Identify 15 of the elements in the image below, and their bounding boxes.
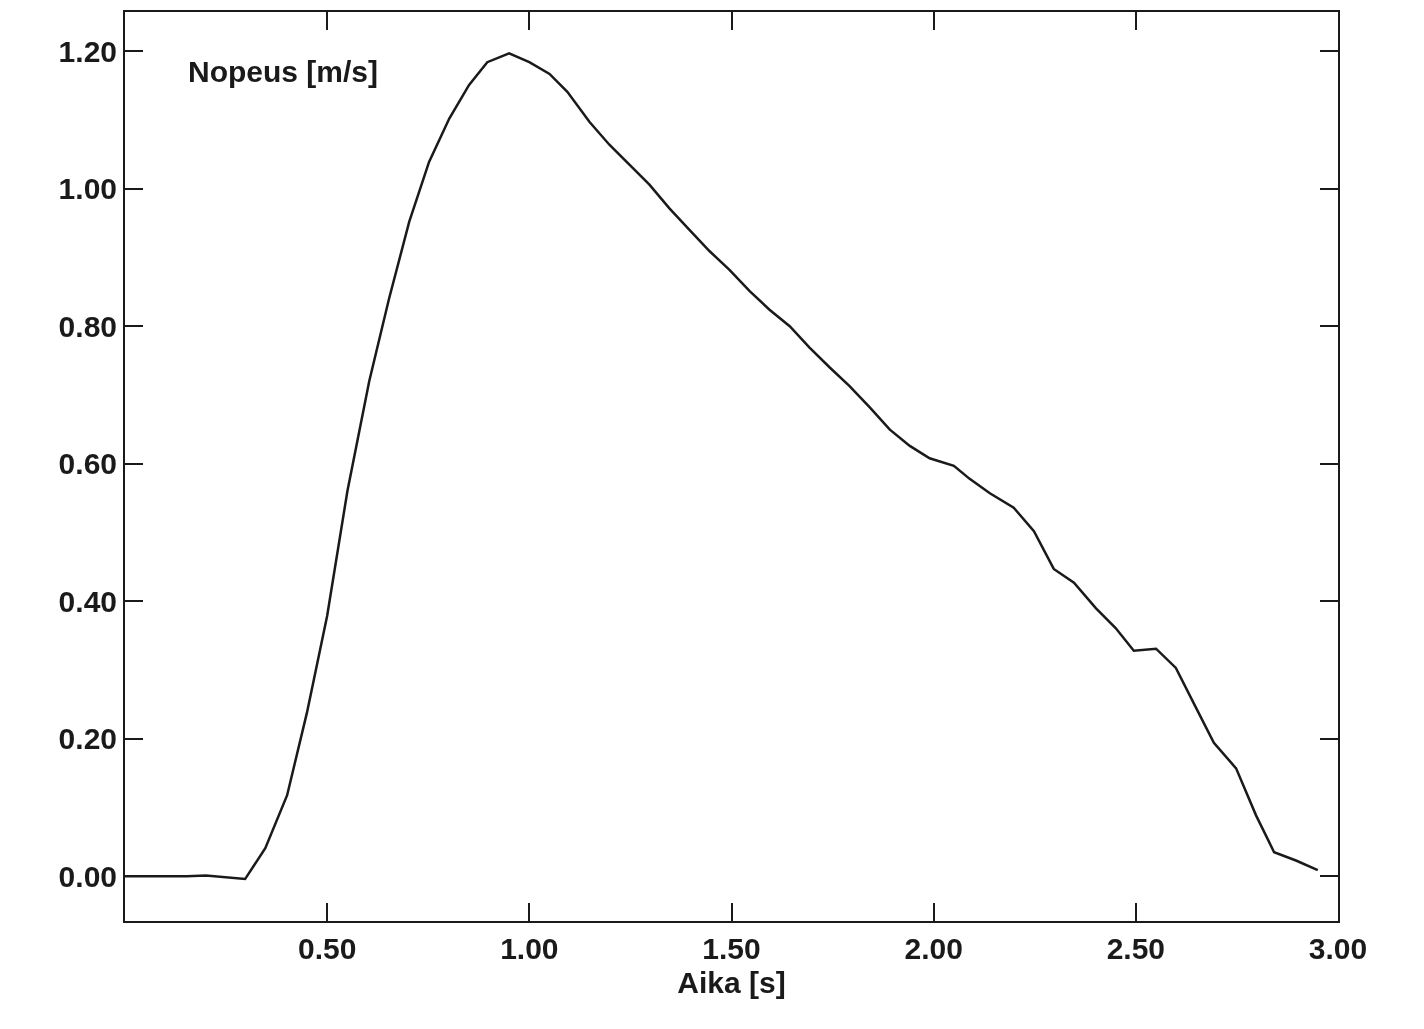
x-tick-label: 1.00 — [500, 932, 559, 965]
x-tick-label: 0.50 — [297, 932, 357, 965]
x-tick-label: 3.00 — [1308, 932, 1368, 965]
x-axis-title: Aika [s] — [677, 966, 786, 999]
y-axis-title: Nopeus [m/s] — [188, 55, 379, 88]
y-tick-label: 0.60 — [58, 447, 117, 481]
y-tick-label: 0.20 — [58, 722, 117, 756]
y-tick-label: 0.80 — [58, 309, 117, 343]
x-tick-label: 2.50 — [1106, 932, 1166, 965]
x-tick-label: 1.50 — [702, 932, 761, 965]
y-tick-label: 1.00 — [58, 172, 117, 206]
y-tick-label: 0.00 — [58, 859, 117, 893]
x-tick-label: 2.00 — [904, 932, 963, 965]
y-tick-label: 0.40 — [58, 584, 117, 618]
y-tick-label: 1.20 — [58, 34, 117, 68]
